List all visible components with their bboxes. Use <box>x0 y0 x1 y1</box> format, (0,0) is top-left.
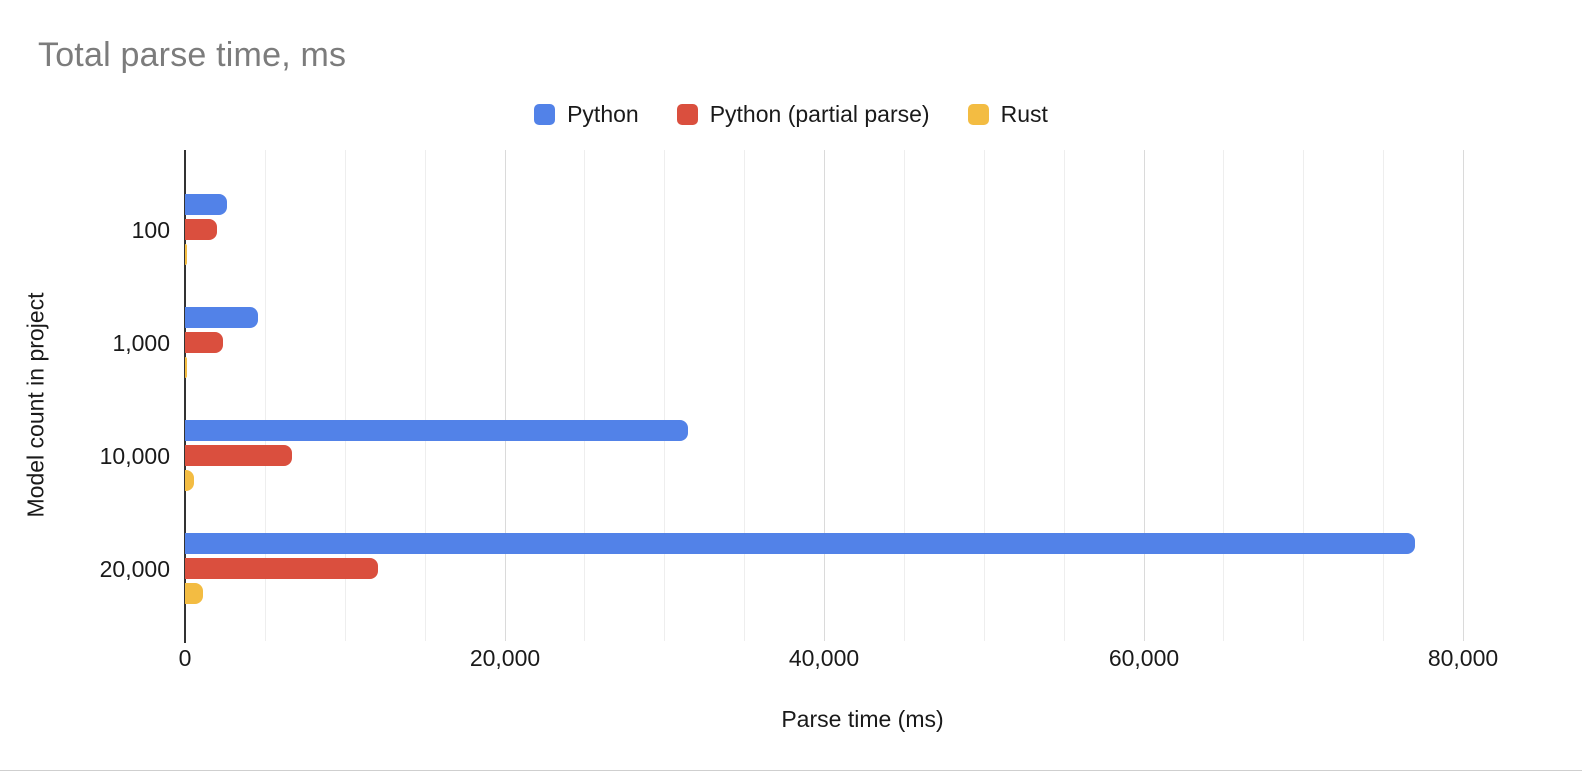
legend-swatch-rust <box>967 104 989 125</box>
minor-gridline-25000 <box>584 150 585 641</box>
plot-area <box>184 150 1540 643</box>
legend-label: Python (partial parse) <box>709 101 930 127</box>
bottom-divider <box>0 770 1582 771</box>
bar-python-partial-parse-20-000[interactable] <box>185 558 378 579</box>
x-tick-label-0: 0 <box>178 645 192 671</box>
y-category-label-1-000: 1,000 <box>112 330 170 356</box>
legend-item-python-partial-parse[interactable]: Python (partial parse) <box>676 101 930 128</box>
minor-gridline-75000 <box>1383 150 1384 641</box>
bar-python-100[interactable] <box>185 194 227 215</box>
bar-rust-1-000[interactable] <box>185 357 187 378</box>
bar-python-20-000[interactable] <box>185 533 1415 554</box>
minor-gridline-10000 <box>345 150 346 641</box>
y-category-label-10-000: 10,000 <box>99 443 170 469</box>
x-tick-label-20000: 20,000 <box>469 645 541 671</box>
minor-gridline-50000 <box>984 150 985 641</box>
y-axis-title: Model count in project <box>22 292 49 518</box>
x-axis-title: Parse time (ms) <box>781 706 944 732</box>
minor-gridline-55000 <box>1064 150 1065 641</box>
bar-python-1-000[interactable] <box>185 307 258 328</box>
major-gridline-60000 <box>1144 150 1145 641</box>
minor-gridline-5000 <box>265 150 266 641</box>
x-tick-label-40000: 40,000 <box>788 645 860 671</box>
legend-swatch-python <box>534 104 556 125</box>
y-category-label-100: 100 <box>131 217 170 243</box>
bar-python-partial-parse-10-000[interactable] <box>185 445 292 466</box>
bar-rust-100[interactable] <box>185 244 187 265</box>
minor-gridline-30000 <box>664 150 665 641</box>
major-gridline-40000 <box>824 150 825 641</box>
legend-label: Python <box>567 101 639 127</box>
legend: Python Python (partial parse) Rust <box>0 101 1582 128</box>
bar-python-10-000[interactable] <box>185 420 688 441</box>
minor-gridline-70000 <box>1303 150 1304 641</box>
x-tick-label-60000: 60,000 <box>1108 645 1180 671</box>
y-category-label-20-000: 20,000 <box>99 556 170 582</box>
major-gridline-80000 <box>1463 150 1464 641</box>
minor-gridline-35000 <box>744 150 745 641</box>
chart-title: Total parse time, ms <box>38 36 347 74</box>
bar-python-partial-parse-100[interactable] <box>185 219 217 240</box>
bar-python-partial-parse-1-000[interactable] <box>185 332 223 353</box>
bar-rust-20-000[interactable] <box>185 583 203 604</box>
legend-item-python[interactable]: Python <box>534 101 639 128</box>
minor-gridline-65000 <box>1223 150 1224 641</box>
major-gridline-20000 <box>505 150 506 641</box>
legend-swatch-python-partial-parse <box>676 104 698 125</box>
bar-rust-10-000[interactable] <box>185 470 194 491</box>
minor-gridline-15000 <box>425 150 426 641</box>
legend-label: Rust <box>1000 101 1048 127</box>
y-axis-line <box>184 150 186 643</box>
x-tick-label-80000: 80,000 <box>1427 645 1499 671</box>
legend-item-rust[interactable]: Rust <box>967 101 1048 128</box>
minor-gridline-45000 <box>904 150 905 641</box>
